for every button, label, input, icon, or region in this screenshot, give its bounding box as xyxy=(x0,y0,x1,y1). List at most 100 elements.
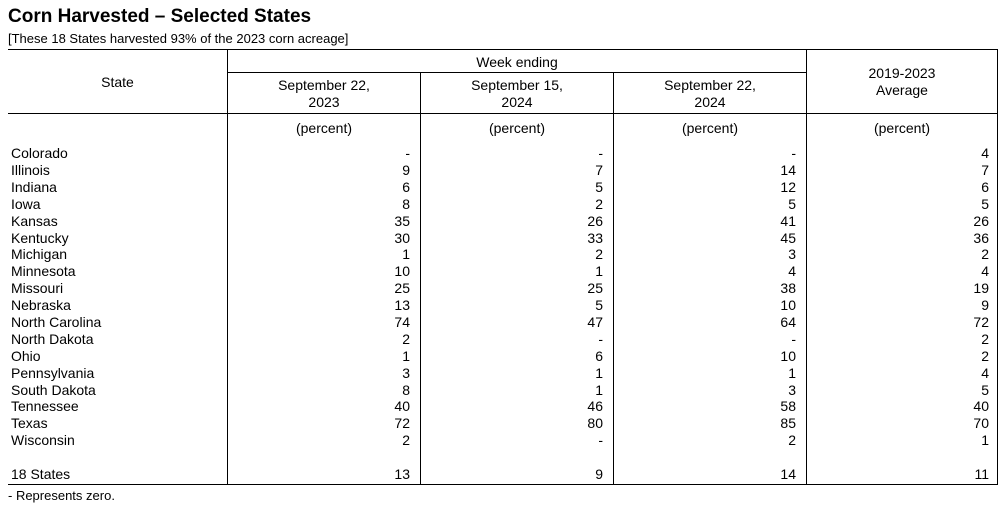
total-col2: 9 xyxy=(595,466,603,482)
state-name: Ohio xyxy=(11,348,223,365)
state-name: Iowa xyxy=(11,196,223,213)
value-col3: 3 xyxy=(788,246,796,262)
value-col1: 2 xyxy=(402,432,410,448)
state-name: Pennsylvania xyxy=(11,365,223,382)
table-top-rule xyxy=(8,49,998,50)
value-col1: 3 xyxy=(402,365,410,381)
value-col3: 10 xyxy=(780,297,796,313)
col1-unit: (percent) xyxy=(295,120,353,136)
col-divider-5 xyxy=(997,49,998,485)
value-col4: 2 xyxy=(981,348,989,364)
footnote: - Represents zero. xyxy=(8,488,115,503)
value-col1: 8 xyxy=(402,382,410,398)
state-name: Texas xyxy=(11,415,223,432)
value-col4: 1 xyxy=(981,432,989,448)
col4-header-line1: 2019-2023 xyxy=(868,65,936,81)
value-col3: 10 xyxy=(780,348,796,364)
value-col2: - xyxy=(598,145,603,161)
value-col1: 1 xyxy=(402,246,410,262)
col4-unit: (percent) xyxy=(873,120,931,136)
value-col4: 26 xyxy=(973,213,989,229)
col4-header-line2: Average xyxy=(876,82,928,98)
value-col4: 6 xyxy=(981,179,989,195)
value-col2: 2 xyxy=(595,196,603,212)
value-col3: - xyxy=(791,331,796,347)
week-ending-header: Week ending xyxy=(476,54,558,70)
state-name: Tennessee xyxy=(11,398,223,415)
value-col1: 13 xyxy=(394,297,410,313)
value-col3: 58 xyxy=(780,398,796,414)
state-header: State xyxy=(101,74,134,90)
value-col2: 46 xyxy=(587,398,603,414)
col1-header: September 22, 2023 xyxy=(228,77,420,111)
table-bottom-rule xyxy=(8,484,998,485)
value-col2: 25 xyxy=(587,280,603,296)
value-col3: 14 xyxy=(780,162,796,178)
value-col2: 1 xyxy=(595,382,603,398)
value-col2: - xyxy=(598,331,603,347)
value-col4: 70 xyxy=(973,415,989,431)
value-col2: 47 xyxy=(587,314,603,330)
value-col3: 38 xyxy=(780,280,796,296)
value-col1: 30 xyxy=(394,230,410,246)
col-divider-3 xyxy=(613,72,614,485)
total-col1: 13 xyxy=(394,466,410,482)
week-ending-rule xyxy=(228,72,806,73)
value-col1: 74 xyxy=(394,314,410,330)
value-col2: 1 xyxy=(595,263,603,279)
value-col1: 1 xyxy=(402,348,410,364)
value-col4: 72 xyxy=(973,314,989,330)
value-col2: 80 xyxy=(587,415,603,431)
col3-header: September 22, 2024 xyxy=(614,77,806,111)
col3-unit: (percent) xyxy=(681,120,739,136)
state-name: North Carolina xyxy=(11,314,223,331)
value-col1: 40 xyxy=(394,398,410,414)
value-col4: 36 xyxy=(973,230,989,246)
value-col1: 6 xyxy=(402,179,410,195)
state-name: Kansas xyxy=(11,213,223,230)
page-title: Corn Harvested – Selected States xyxy=(8,6,312,27)
value-col4: 4 xyxy=(981,365,989,381)
value-col3: - xyxy=(791,145,796,161)
col2-header-line1: September 15, xyxy=(471,77,563,93)
value-col4: 5 xyxy=(981,382,989,398)
state-name: North Dakota xyxy=(11,331,223,348)
total-col4: 11 xyxy=(974,466,989,482)
value-col3: 1 xyxy=(788,365,796,381)
value-col2: 2 xyxy=(595,246,603,262)
col-divider-4 xyxy=(806,49,807,485)
value-col4: 2 xyxy=(981,331,989,347)
value-col3: 64 xyxy=(780,314,796,330)
col1-header-line1: September 22, xyxy=(278,77,370,93)
value-col1: 10 xyxy=(394,263,410,279)
value-col3: 4 xyxy=(788,263,796,279)
value-col2: 33 xyxy=(587,230,603,246)
value-col2: 26 xyxy=(587,213,603,229)
value-col1: - xyxy=(405,145,410,161)
col2-header-line2: 2024 xyxy=(501,94,533,110)
value-col3: 45 xyxy=(780,230,796,246)
value-col1: 72 xyxy=(394,415,410,431)
page-subtitle: [These 18 States harvested 93% of the 20… xyxy=(8,31,349,46)
col2-header: September 15, 2024 xyxy=(421,77,613,111)
value-col1: 9 xyxy=(402,162,410,178)
header-bottom-rule xyxy=(8,113,998,114)
value-col1: 25 xyxy=(394,280,410,296)
col4-header: 2019-2023 Average xyxy=(807,65,997,99)
value-col3: 12 xyxy=(780,179,796,195)
total-col3: 14 xyxy=(780,466,796,482)
value-col2: - xyxy=(598,432,603,448)
col3-header-line1: September 22, xyxy=(664,77,756,93)
value-col3: 41 xyxy=(780,213,796,229)
value-col2: 5 xyxy=(595,179,603,195)
col-divider-2 xyxy=(420,72,421,485)
value-col4: 2 xyxy=(981,246,989,262)
value-col4: 4 xyxy=(981,145,989,161)
value-col1: 35 xyxy=(394,213,410,229)
col-divider-1 xyxy=(227,49,228,485)
value-col2: 5 xyxy=(595,297,603,313)
state-name: Wisconsin xyxy=(11,432,223,449)
state-name: South Dakota xyxy=(11,382,223,399)
value-col3: 5 xyxy=(788,196,796,212)
value-col4: 4 xyxy=(981,263,989,279)
